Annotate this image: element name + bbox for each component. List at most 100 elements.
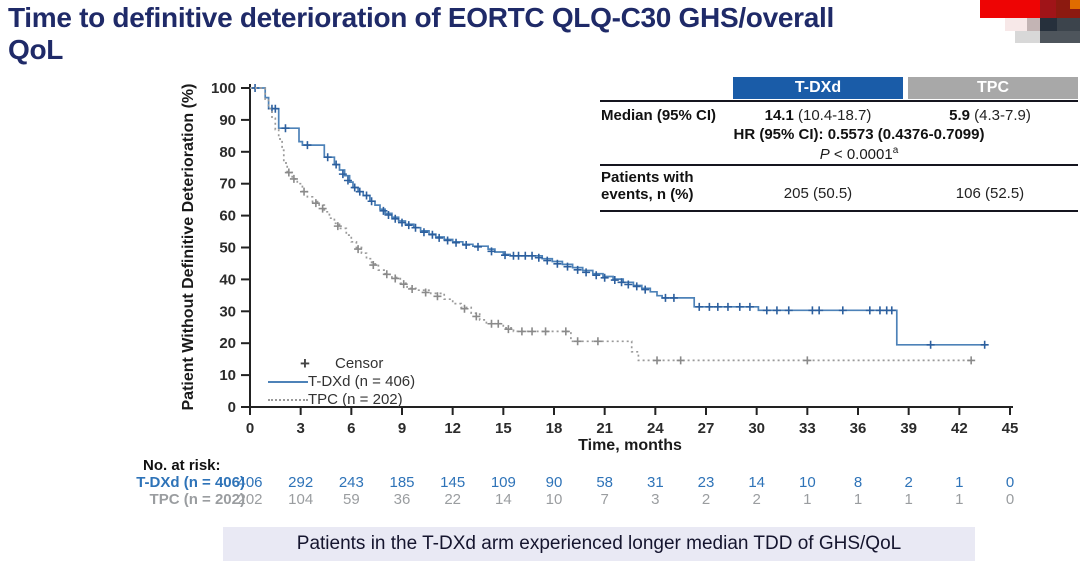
svg-text:100: 100 — [211, 80, 236, 97]
risk-count: 10 — [798, 474, 816, 491]
risk-row-tpc: TPC (n = 202) 202 104 59 36 22 14 10 7 3 2 2 1 1 1 1 0 — [0, 491, 1080, 508]
svg-text:80: 80 — [219, 144, 236, 161]
svg-text:21: 21 — [596, 420, 613, 437]
risk-count: 14 — [748, 474, 765, 491]
footer-banner: Patients in the T-DXd arm experienced lo… — [223, 527, 975, 561]
logo-block — [1057, 18, 1080, 31]
risk-count: 243 — [338, 474, 364, 491]
events-tpc-value: 106 (52.5) — [955, 185, 1025, 202]
risk-count: 109 — [490, 474, 516, 491]
svg-text:36: 36 — [850, 420, 867, 437]
logo-block — [980, 0, 1040, 18]
median-tpc-value: 5.9 (4.3-7.9) — [905, 107, 1075, 124]
svg-text:9: 9 — [398, 420, 406, 437]
tdxd-legend-label: T-DXd (n = 406) — [308, 373, 416, 390]
risk-count: 58 — [596, 474, 613, 491]
risk-count: 59 — [342, 491, 360, 508]
svg-text:33: 33 — [799, 420, 816, 437]
stats-rule-middle — [600, 164, 1078, 166]
median-tpc-ci: (4.3-7.9) — [970, 107, 1031, 124]
events-row-label: Patients with events, n (%) — [601, 169, 694, 203]
svg-text:40: 40 — [219, 271, 236, 288]
risk-count: 0 — [1005, 474, 1015, 491]
median-tpc-number: 5.9 — [949, 107, 970, 124]
svg-text:70: 70 — [219, 176, 236, 193]
median-row-label: Median (95% CI) — [601, 107, 717, 124]
svg-text:45: 45 — [1002, 420, 1019, 437]
p-value-line: P < 0.0001a — [640, 145, 1078, 163]
risk-table-header: No. at risk: — [143, 457, 221, 474]
risk-count: 22 — [444, 491, 461, 508]
logo-block — [1005, 18, 1027, 31]
risk-count: 104 — [288, 491, 314, 508]
p-symbol: P — [819, 146, 830, 163]
y-axis-title: Patient Without Definitive Deterioration… — [180, 84, 197, 411]
tpc-legend-line — [268, 399, 308, 401]
stats-rule-bottom — [600, 210, 1078, 212]
svg-text:3: 3 — [296, 420, 304, 437]
svg-text:27: 27 — [698, 420, 715, 437]
risk-count: 31 — [646, 474, 664, 491]
tdxd-legend-line — [268, 381, 308, 383]
redacted-logo — [980, 0, 1080, 46]
svg-text:90: 90 — [219, 112, 236, 129]
median-tdxd-number: 14.1 — [764, 107, 794, 124]
svg-text:39: 39 — [900, 420, 917, 437]
risk-count: 0 — [1005, 491, 1015, 508]
page-title: Time to definitive deterioration of EORT… — [8, 2, 834, 65]
risk-count: 406 — [237, 474, 263, 491]
svg-text:15: 15 — [495, 420, 512, 437]
risk-count: 23 — [697, 474, 715, 491]
risk-count: 292 — [288, 474, 314, 491]
risk-count: 2 — [752, 491, 761, 508]
risk-count: 10 — [545, 491, 563, 508]
risk-count: 7 — [600, 491, 609, 508]
svg-text:20: 20 — [219, 335, 236, 352]
tpc-legend-label: TPC (n = 202) — [308, 391, 403, 408]
risk-row-tdxd: T-DXd (n = 406) 406 292 243 185 145 109 90 58 31… — [0, 474, 1080, 491]
risk-count: 2 — [701, 491, 711, 508]
risk-row-tpc-label: TPC (n = 202) — [149, 491, 245, 508]
stats-rule-top — [600, 100, 1078, 102]
risk-count: 36 — [393, 491, 411, 508]
hr-line: HR (95% CI): 0.5573 (0.4376-0.7099) — [733, 126, 985, 143]
logo-block — [1015, 31, 1040, 43]
risk-count: 185 — [389, 474, 415, 491]
p-value: < 0.0001 — [829, 146, 893, 163]
svg-text:0: 0 — [228, 399, 236, 416]
svg-text:50: 50 — [219, 240, 236, 257]
svg-text:6: 6 — [347, 420, 355, 437]
logo-block — [1070, 0, 1080, 9]
median-tdxd-value: 14.1 (10.4-18.7) — [733, 107, 903, 124]
svg-text:10: 10 — [219, 367, 236, 384]
risk-count: 14 — [494, 491, 512, 508]
svg-text:0: 0 — [246, 420, 254, 437]
risk-row-tdxd-label: T-DXd (n = 406) — [136, 474, 245, 491]
risk-count: 90 — [545, 474, 563, 491]
events-label-line1: Patients with — [601, 169, 694, 186]
risk-count: 1 — [955, 491, 964, 508]
p-footnote-marker: a — [892, 145, 899, 156]
svg-text:12: 12 — [444, 420, 461, 437]
risk-count: 1 — [853, 491, 863, 508]
logo-block — [1027, 18, 1040, 31]
events-label-line2: events, n (%) — [601, 186, 694, 203]
median-tdxd-ci: (10.4-18.7) — [793, 107, 872, 124]
logo-block — [1040, 31, 1080, 43]
risk-count: 145 — [440, 474, 466, 491]
svg-text:30: 30 — [219, 303, 236, 320]
risk-count: 1 — [803, 491, 812, 508]
logo-block — [1040, 0, 1056, 18]
risk-count: 1 — [904, 491, 913, 508]
svg-text:24: 24 — [647, 420, 664, 437]
stats-header-tpc: TPC — [908, 77, 1078, 99]
risk-count: 8 — [853, 474, 863, 491]
risk-count: 1 — [955, 474, 964, 491]
censor-legend-label: Censor — [335, 355, 384, 372]
risk-count: 3 — [651, 491, 660, 508]
risk-count: 202 — [237, 491, 263, 508]
svg-text:30: 30 — [748, 420, 765, 437]
events-tdxd-value: 205 (50.5) — [783, 185, 853, 202]
svg-text:60: 60 — [219, 208, 236, 225]
